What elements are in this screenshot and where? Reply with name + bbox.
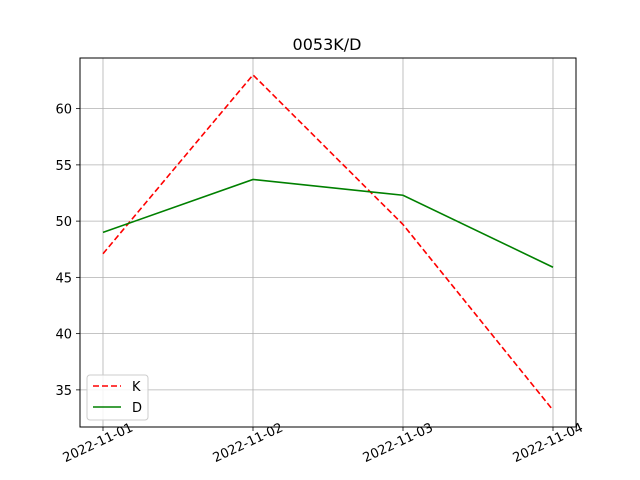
y-tick-label: 50	[55, 215, 72, 230]
grid	[80, 58, 576, 427]
series-lines	[102, 73, 554, 411]
y-tick-label: 55	[55, 159, 72, 174]
y-tick-label: 35	[55, 384, 72, 399]
series-line-d	[102, 178, 554, 268]
chart-title: 0053K/D	[293, 35, 362, 54]
series-line-k	[102, 73, 554, 411]
legend-label-d: D	[132, 401, 142, 416]
plot-frame	[79, 57, 577, 428]
y-tick-label: 60	[55, 103, 72, 118]
legend-label-k: K	[132, 380, 141, 395]
y-axis: 35 40 45 50 55 60	[55, 103, 80, 399]
legend: KD	[86, 374, 149, 421]
y-tick-label: 40	[55, 328, 72, 343]
y-tick-label: 45	[55, 271, 72, 286]
